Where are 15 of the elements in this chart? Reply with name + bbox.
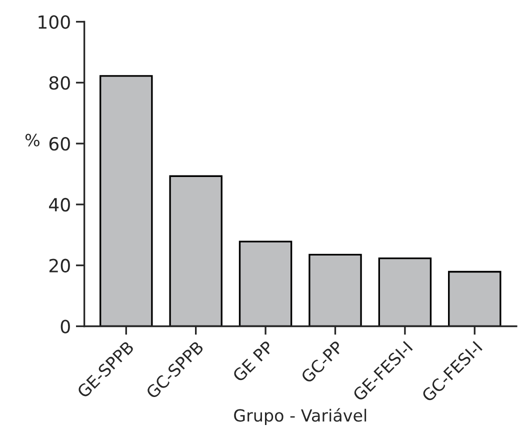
y-tick-label: 20 — [49, 258, 70, 272]
bar — [378, 258, 432, 326]
y-tick-label: 0 — [60, 320, 70, 334]
y-tick-label: 80 — [49, 76, 70, 90]
x-tick-label: GE PP — [232, 340, 274, 382]
y-tick-label: 60 — [49, 137, 70, 151]
y-tick-label: 100 — [38, 15, 70, 29]
bar — [100, 75, 153, 326]
bar — [308, 254, 362, 326]
bar — [448, 270, 502, 326]
y-tick-label: 40 — [49, 198, 70, 212]
y-axis-title: % — [25, 134, 40, 146]
x-axis-title: Grupo - Variável — [234, 408, 366, 425]
bar — [169, 175, 222, 326]
bar — [238, 240, 292, 326]
